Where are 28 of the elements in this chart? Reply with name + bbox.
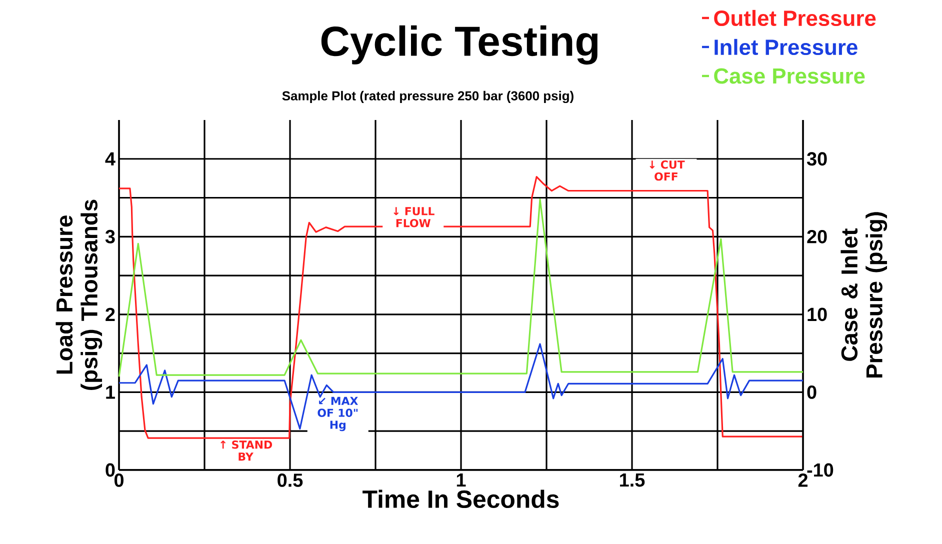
y-tick-label: 2 — [106, 308, 115, 322]
y2-axis-title: Case & Inlet Pressure (psig) — [840, 212, 888, 378]
y2-tick-label: 10 — [808, 308, 827, 322]
legend-label: Inlet Pressure — [714, 38, 858, 56]
y-tick-label: 3 — [105, 230, 115, 244]
y-axis-title: Load Pressure (psig) Thousands — [56, 200, 102, 390]
line-series — [118, 198, 804, 378]
chart-title: Cyclic Testing — [321, 25, 598, 65]
x-tick-label: 1.5 — [620, 474, 645, 487]
y2-tick-label: -10 — [807, 463, 834, 477]
x-tick-label: 2 — [798, 474, 808, 487]
y2-tick-label: 20 — [807, 230, 827, 244]
line-series — [118, 343, 804, 430]
y2-tick-label: 30 — [806, 152, 827, 166]
y-tick-label: 1 — [106, 386, 115, 399]
x-tick-label: 1 — [456, 474, 466, 487]
y-tick-label: 0 — [106, 463, 115, 477]
x-tick-label: 0.5 — [278, 474, 303, 487]
x-axis-title: Time In Seconds — [362, 490, 559, 508]
legend-label: Case Pressure — [714, 68, 865, 84]
y-tick-label: 4 — [105, 152, 116, 166]
annotation: ↓ FULL FLOW — [394, 207, 434, 228]
chart-subtitle: Sample Plot (rated pressure 250 bar (3600 psig) — [282, 90, 574, 104]
y2-tick-label: 0 — [807, 386, 816, 399]
annotation: ↙ MAX OF 10" Hg — [318, 396, 358, 432]
legend-label: Outlet Pressure — [714, 10, 876, 26]
annotation: ↓ CUT OFF — [650, 160, 685, 181]
annotation: ↑ STAND BY — [220, 440, 272, 461]
